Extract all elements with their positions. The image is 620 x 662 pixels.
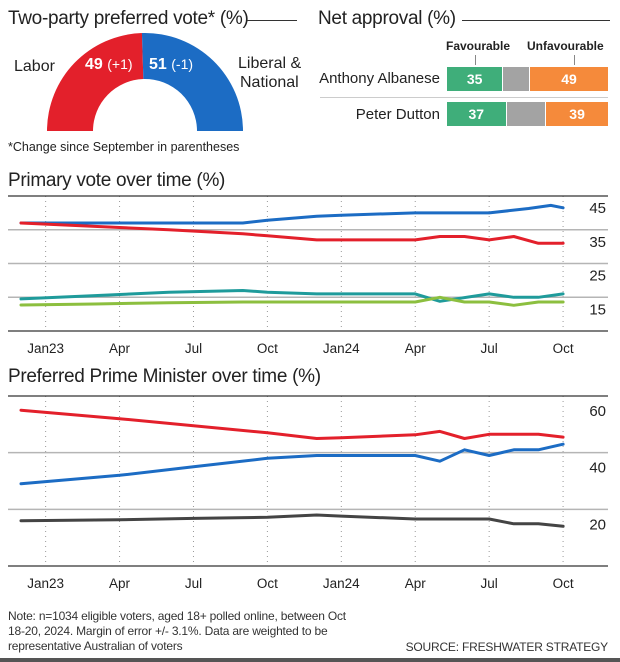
y-tick-label: 40 (589, 460, 606, 477)
footer-note: Note: n=1034 eligible voters, aged 18+ p… (8, 609, 346, 654)
series-line-labor (19, 221, 565, 245)
x-tick-label: Jul (185, 576, 202, 591)
primary-vote-chart: 45 35 25 15 Jan23 Apr Jul Oct Jan24 Apr Jul Oct (8, 195, 608, 356)
source-credit: SOURCE: FRESHWATER STRATEGY (405, 640, 609, 654)
unfavourable-segment: 49 (529, 67, 608, 91)
note-line: Note: n=1034 eligible voters, aged 18+ p… (8, 609, 346, 623)
approval-bar-dutton: 37 39 (447, 102, 608, 126)
x-tick-label: Jan23 (27, 341, 64, 356)
x-tick-label: Oct (257, 576, 278, 591)
x-tick-label: Apr (109, 341, 131, 356)
net-approval-title: Net approval (%) (318, 8, 456, 29)
favourable-pointer (475, 55, 476, 65)
x-tick-label: Apr (405, 576, 427, 591)
neutral-segment (503, 67, 530, 91)
labor-value-group: 49 (+1) (85, 56, 133, 74)
y-tick-label: 20 (589, 516, 606, 533)
y-tick-label: 15 (589, 301, 606, 318)
coalition-label-line1: Liberal & (238, 55, 302, 72)
note-line: representative Australian of voters (8, 639, 183, 653)
x-tick-label: Jul (481, 341, 498, 356)
title-rule (462, 20, 610, 21)
x-tick-label: Jan24 (323, 341, 360, 356)
series-line-coalition (19, 203, 565, 225)
favourable-segment: 37 (447, 102, 507, 126)
x-tick-label: Jan23 (27, 576, 64, 591)
x-tick-label: Oct (553, 341, 574, 356)
row-divider (320, 97, 608, 98)
coalition-change: (-1) (171, 56, 194, 72)
x-tick-label: Oct (257, 341, 278, 356)
gauge-segment-labor (47, 33, 144, 132)
approval-row-name: Peter Dutton (355, 106, 440, 123)
unfavourable-value: 49 (561, 71, 577, 87)
series-line-dutton (19, 442, 565, 486)
favourable-value: 37 (468, 106, 485, 122)
x-tick-label: Jul (185, 341, 202, 356)
unfavourable-value: 39 (569, 106, 585, 122)
series-line-uncommitted (19, 513, 565, 528)
unfavourable-pointer (574, 55, 575, 65)
coalition-value: 51 (149, 56, 167, 73)
x-tick-label: Apr (405, 341, 427, 356)
x-tick-label: Apr (109, 576, 131, 591)
x-tick-label: Jan24 (323, 576, 360, 591)
series-line-albanese (19, 408, 565, 440)
series-line-greens (19, 289, 565, 303)
coalition-label-line2: National (240, 74, 299, 91)
favourable-value: 35 (466, 71, 483, 87)
y-tick-label: 25 (589, 268, 606, 285)
series-line-others (19, 295, 565, 307)
bottom-border (0, 658, 620, 662)
y-tick-label: 45 (589, 200, 606, 217)
primary-vote-title: Primary vote over time (%) (8, 170, 226, 191)
favourable-segment: 35 (447, 67, 504, 91)
two-party-title: Two-party preferred vote* (%) (8, 8, 249, 29)
y-tick-label: 60 (589, 403, 606, 420)
approval-bar-albanese: 35 49 (447, 67, 608, 91)
approval-row-name: Anthony Albanese (319, 70, 440, 87)
y-tick-label: 35 (589, 234, 606, 251)
coalition-value-group: 51 (-1) (149, 56, 193, 74)
x-tick-label: Oct (553, 576, 574, 591)
title-rule (247, 20, 297, 21)
unfavourable-header: Unfavourable (527, 39, 604, 53)
unfavourable-segment: 39 (545, 102, 608, 126)
ppm-title: Preferred Prime Minister over time (%) (8, 366, 321, 387)
note-line: 18-20, 2024. Margin of error +/- 3.1%. D… (8, 624, 328, 638)
neutral-segment (506, 102, 546, 126)
labor-value: 49 (85, 56, 103, 73)
two-party-footnote: *Change since September in parentheses (8, 140, 240, 154)
preferred-pm-chart: 60 40 20 Jan23 Apr Jul Oct Jan24 Apr Jul Oct (8, 395, 608, 591)
favourable-header: Favourable (446, 39, 511, 53)
gauge-segment-coalition (141, 33, 243, 132)
two-party-gauge (47, 33, 243, 132)
labor-change: (+1) (107, 56, 133, 72)
x-tick-label: Jul (481, 576, 498, 591)
labor-label: Labor (14, 58, 55, 75)
